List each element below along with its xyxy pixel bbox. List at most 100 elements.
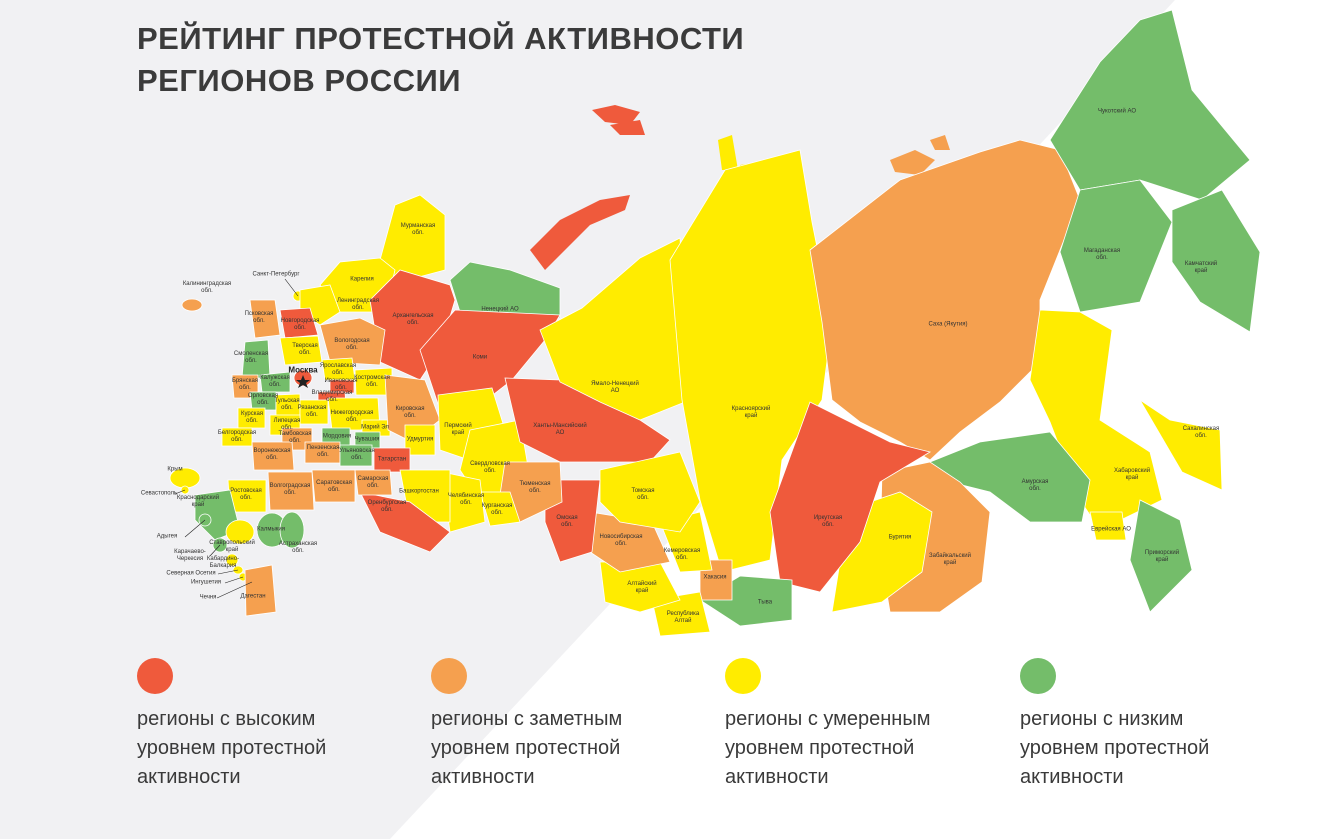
region-label: Чувашия — [354, 436, 380, 443]
region-label: Санкт-Петербург — [252, 271, 300, 278]
region-label: Омская обл. — [556, 515, 578, 528]
region — [599, 451, 701, 533]
regions — [169, 9, 1261, 637]
legend-swatch — [431, 658, 467, 694]
region-label: Калмыкия — [257, 526, 285, 533]
region-label: Алтайский край — [627, 581, 657, 594]
region-label: Тамбовская обл. — [278, 431, 312, 444]
region-label: Ненецкий АО — [481, 306, 519, 313]
region-label: Удмуртия — [406, 436, 434, 443]
island — [530, 195, 630, 270]
region — [1139, 399, 1223, 491]
region — [311, 469, 356, 503]
legend — [137, 658, 1056, 694]
region — [769, 401, 932, 593]
legend-label: регионы с высоким уровнем протестной акт… — [137, 708, 327, 788]
region — [339, 444, 373, 467]
region — [225, 553, 239, 567]
region-label: Севастополь — [140, 490, 178, 497]
title-line: РЕЙТИНГ ПРОТЕСТНОЙ АКТИВНОСТИ — [137, 21, 745, 56]
legend-swatch — [137, 658, 173, 694]
region-label: Хабаровский край — [1113, 468, 1151, 481]
region-label: Сахалинская обл. — [1182, 426, 1220, 439]
region-label: Мордовия — [322, 433, 352, 440]
region — [1089, 511, 1127, 541]
region — [279, 307, 319, 339]
region-label: Самарская обл. — [357, 476, 389, 489]
leader-line — [209, 544, 221, 557]
region-label: Чечня — [199, 594, 217, 601]
region-label: Магаданская обл. — [1083, 248, 1121, 261]
region-label: Северная Осетия — [166, 570, 216, 577]
region-label: Мурманская обл. — [400, 223, 436, 236]
region-label: Брянская обл. — [231, 378, 259, 391]
region-label: Карелия — [350, 276, 374, 283]
region-label: Красноярский край — [731, 406, 771, 419]
region-label: Забайкальский край — [929, 553, 971, 566]
region-label: Тверская обл. — [292, 343, 318, 356]
region-label: Вологодская обл. — [334, 338, 370, 351]
region — [225, 519, 255, 545]
region-label: Пензенская обл. — [306, 445, 340, 458]
region — [354, 469, 393, 496]
region-label: Белгородская обл. — [217, 430, 257, 443]
region-label: Чукотский АО — [1097, 108, 1137, 115]
region-label: Крым — [167, 466, 183, 473]
region-label: Ленинградская обл. — [337, 298, 379, 311]
leader-line — [224, 576, 244, 584]
region-label: Приморский край — [1144, 550, 1180, 563]
region-label: Камчатский край — [1184, 261, 1218, 274]
region-label: Марий Эл — [361, 424, 389, 431]
region-label: Нижегородская обл. — [330, 410, 374, 423]
legend-label: регионы с заметным уровнем протестной ак… — [431, 708, 623, 788]
region — [244, 564, 277, 617]
region-label: Краснодарский край — [176, 495, 220, 508]
region-label: Тюменская обл. — [519, 481, 551, 494]
region-label: Псковская обл. — [244, 311, 274, 324]
region — [329, 379, 355, 394]
region — [809, 139, 1081, 461]
region-label: Челябинская обл. — [447, 493, 485, 506]
region-label: Татарстан — [377, 456, 407, 463]
region-label: Волгоградская обл. — [269, 483, 311, 496]
island — [718, 135, 738, 170]
region — [404, 424, 436, 456]
region-label: Тыва — [757, 599, 773, 606]
region-label: Амурская обл. — [1021, 479, 1049, 492]
capital-star — [296, 375, 310, 388]
region — [479, 491, 521, 527]
island — [592, 105, 640, 125]
region-label: Коми — [472, 354, 488, 361]
region — [259, 371, 291, 393]
region — [319, 317, 386, 366]
region-label: Карачаево- Черкесия — [174, 549, 206, 562]
region-label: Иркутская обл. — [813, 515, 843, 528]
region-label: Курганская обл. — [481, 503, 513, 516]
region — [279, 511, 305, 549]
title-line: РЕГИОНОВ РОССИИ — [137, 63, 462, 98]
region-label: Томская обл. — [631, 488, 655, 501]
region-label: Калужская обл. — [260, 375, 290, 388]
region-label: Пермский край — [444, 423, 472, 436]
region-label: Курская обл. — [240, 411, 264, 424]
legend-label: регионы с умеренным уровнем протестной а… — [725, 708, 931, 788]
legend-label: регионы с низким уровнем протестной акти… — [1020, 708, 1210, 788]
region-label: Архангельская обл. — [392, 313, 434, 326]
region-label: Липецкая обл. — [273, 418, 301, 431]
region — [1129, 499, 1193, 613]
region-label: Воронежская обл. — [253, 448, 291, 461]
island — [890, 150, 935, 175]
region-label: Астраханская обл. — [278, 541, 318, 554]
region-label: Орловская обл. — [247, 393, 279, 406]
region — [181, 298, 203, 312]
region-label: Владимирская обл. — [311, 390, 353, 403]
leader-line — [216, 581, 253, 599]
region-label: Тульская обл. — [274, 398, 300, 411]
region-label: Новгородская обл. — [280, 318, 320, 331]
region — [1059, 179, 1173, 313]
leader-line — [184, 519, 206, 538]
region-label: Ульяновская обл. — [339, 448, 375, 461]
region — [499, 461, 563, 523]
legend-swatch — [725, 658, 761, 694]
